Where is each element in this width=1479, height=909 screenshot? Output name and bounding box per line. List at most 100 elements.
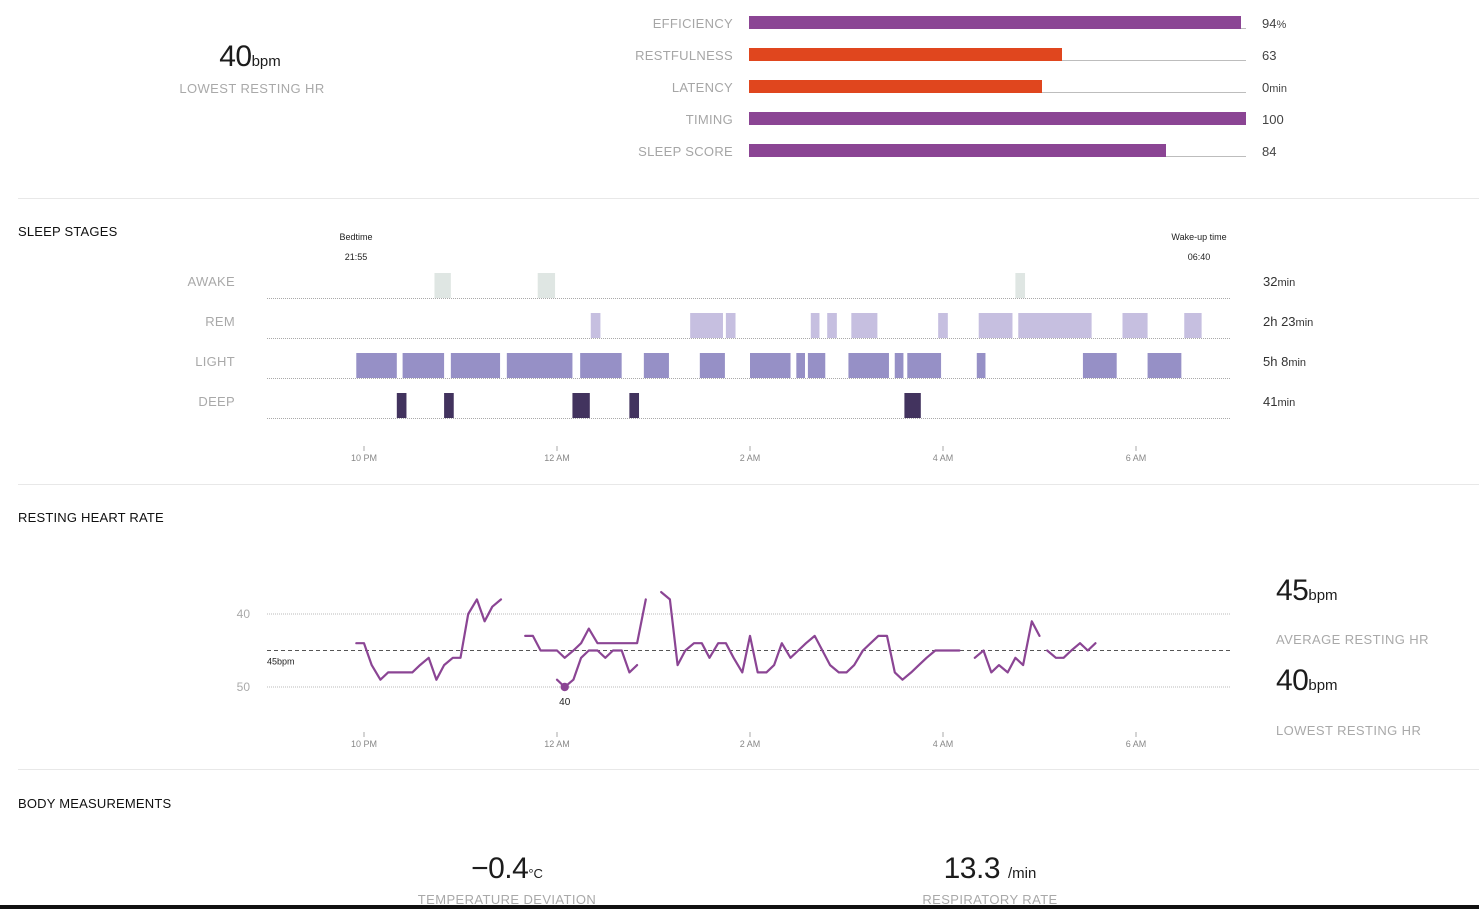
average-hr-value-block: 45bpm	[1276, 574, 1338, 608]
lowest-hr-unit-2: bpm	[1308, 677, 1338, 694]
stage-label-awake: AWAKE	[187, 274, 235, 289]
lowest-hr-label: LOWEST RESTING HR	[179, 81, 325, 96]
resting-hr-title: RESTING HEART RATE	[18, 510, 164, 525]
contributor-bar-fill	[749, 112, 1246, 125]
lowest-hr-unit: bpm	[251, 53, 281, 70]
stage-segment-rem	[1184, 313, 1202, 338]
y-axis-tick-label: 50	[237, 680, 251, 694]
stage-segment-light	[894, 353, 904, 378]
x-axis-tick-label: 12 AM	[544, 739, 570, 749]
average-hr-value: 45	[1276, 574, 1309, 607]
contributor-bar-fill	[749, 80, 1042, 93]
stage-segment-deep	[396, 393, 407, 418]
stage-segment-light	[699, 353, 725, 378]
stage-total-awake: 32min	[1263, 274, 1296, 289]
bedtime-label: Bedtime	[339, 232, 373, 242]
hr-series-line	[524, 598, 647, 659]
x-axis-tick-label: 12 AM	[544, 453, 570, 463]
stage-segment-rem	[725, 313, 736, 338]
stage-total-rem: 2h 23min	[1263, 314, 1314, 329]
stage-segment-light	[1082, 353, 1117, 378]
x-axis-tick-label: 4 AM	[933, 739, 954, 749]
x-axis-tick-label: 2 AM	[740, 453, 761, 463]
lowest-hr-summary: 40bpm	[150, 40, 350, 74]
stage-segment-deep	[904, 393, 921, 418]
sleep-stages-title: SLEEP STAGES	[18, 224, 118, 239]
stage-segment-rem	[938, 313, 948, 338]
contributor-label: EFFICIENCY	[652, 16, 733, 31]
stage-segment-light	[506, 353, 573, 378]
hr-series-line	[973, 620, 1041, 674]
hr-series-line	[355, 598, 503, 681]
contributor-label: RESTFULNESS	[635, 48, 733, 63]
contributor-value: 0min	[1262, 80, 1287, 95]
contributor-value: 94%	[1262, 16, 1287, 31]
average-hr-unit: bpm	[1308, 587, 1338, 604]
average-hr-line-label: 45bpm	[267, 657, 295, 667]
temperature-label: TEMPERATURE DEVIATION	[417, 892, 597, 907]
respiratory-value: 13.3	[943, 852, 1001, 885]
wakeup-value: 06:40	[1187, 252, 1211, 262]
lowest-hr-value-block: 40bpm	[1276, 664, 1338, 698]
contributor-label: SLEEP SCORE	[638, 144, 733, 159]
respiratory-unit: /min	[1008, 865, 1037, 882]
contributor-value: 63	[1262, 48, 1277, 63]
stage-segment-rem	[851, 313, 878, 338]
temperature-value: −0.4	[471, 852, 529, 885]
stage-segment-deep	[629, 393, 640, 418]
contributor-bar	[749, 112, 1246, 125]
average-hr-label: AVERAGE RESTING HR	[1276, 632, 1429, 647]
contributor-label: LATENCY	[671, 80, 733, 95]
bottom-edge-bar	[0, 905, 1479, 909]
stage-segment-rem	[1122, 313, 1148, 338]
stage-segment-awake	[537, 273, 556, 298]
y-axis-tick-label: 40	[237, 607, 251, 621]
stage-segment-awake	[1015, 273, 1026, 298]
section-divider	[18, 769, 1479, 770]
temperature-unit: °C	[528, 866, 543, 881]
contributor-bar-fill	[749, 48, 1062, 61]
stage-segment-light	[450, 353, 501, 378]
contributor-bar-fill	[749, 144, 1166, 157]
x-axis-tick-label: 10 PM	[351, 739, 377, 749]
lowest-hr-value: 40	[219, 40, 252, 73]
min-hr-marker-label: 40	[559, 697, 571, 708]
stage-segment-light	[1147, 353, 1182, 378]
bedtime-value: 21:55	[344, 252, 368, 262]
contributor-label: TIMING	[685, 112, 733, 127]
wakeup-label: Wake-up time	[1171, 232, 1227, 242]
lowest-hr-label-2: LOWEST RESTING HR	[1276, 723, 1422, 738]
respiratory-label: RESPIRATORY RATE	[922, 892, 1058, 907]
temperature-value-block: −0.4°C	[407, 852, 607, 886]
contributor-value: 100	[1262, 112, 1284, 127]
sleep-stages-chart: 10 PM 12 AM 2 AM 4 AM 6 AM	[267, 273, 1230, 463]
stage-segment-light	[907, 353, 942, 378]
stage-segment-rem	[590, 313, 601, 338]
stage-segment-deep	[444, 393, 454, 418]
stage-segment-rem	[690, 313, 723, 338]
contributor-bar	[749, 16, 1246, 29]
x-axis-tick-label: 6 AM	[1126, 453, 1147, 463]
min-hr-marker	[560, 682, 569, 692]
contributor-bar	[749, 48, 1246, 61]
stage-label-rem: REM	[205, 314, 235, 329]
stage-segment-light	[750, 353, 791, 378]
stage-segment-awake	[434, 273, 451, 298]
stage-segment-rem	[827, 313, 837, 338]
body-measurements-title: BODY MEASUREMENTS	[18, 796, 172, 811]
section-divider	[18, 198, 1479, 199]
stage-segment-deep	[572, 393, 590, 418]
stage-label-light: LIGHT	[195, 354, 235, 369]
stage-segment-light	[580, 353, 622, 378]
stage-segment-rem	[1018, 313, 1092, 338]
stage-total-light: 5h 8min	[1263, 354, 1307, 369]
stage-segment-rem	[810, 313, 820, 338]
section-divider	[18, 484, 1479, 485]
contributor-bar	[749, 80, 1246, 93]
lowest-hr-value-2: 40	[1276, 664, 1309, 697]
resting-hr-chart: 50 40 45bpm 40 10 PM 12 AM 2 AM 4 AM 6 AM	[237, 590, 1232, 749]
contributor-bar	[749, 144, 1246, 157]
stage-segment-light	[402, 353, 445, 378]
stage-total-deep: 41min	[1263, 394, 1296, 409]
stage-segment-light	[848, 353, 889, 378]
